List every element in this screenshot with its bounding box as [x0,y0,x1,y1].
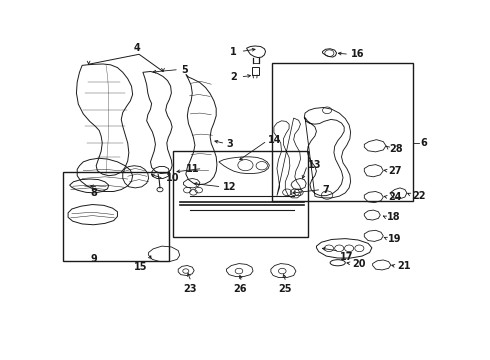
Text: 20: 20 [352,258,366,269]
Text: 21: 21 [397,261,411,271]
Text: 26: 26 [234,284,247,294]
Text: 5: 5 [181,64,188,75]
Text: 22: 22 [412,191,426,201]
Text: 14: 14 [268,135,282,145]
Text: 7: 7 [322,185,329,194]
Text: 28: 28 [390,144,403,153]
Text: 3: 3 [227,139,234,149]
Text: 2: 2 [230,72,237,82]
Bar [173,151,308,237]
Bar [272,63,413,201]
Text: 10: 10 [166,174,179,184]
Text: 1: 1 [230,46,237,57]
Text: 24: 24 [389,192,402,202]
Text: 8: 8 [91,188,98,198]
Text: 17: 17 [340,252,353,262]
Bar [252,67,259,75]
Bar [63,172,169,261]
Text: 16: 16 [351,49,364,59]
Text: 13: 13 [308,159,321,170]
Text: 4: 4 [134,43,141,53]
Text: 6: 6 [420,138,427,148]
Text: 11: 11 [186,164,199,174]
Text: 25: 25 [278,284,292,294]
Text: 19: 19 [388,234,401,244]
Text: 27: 27 [389,166,402,176]
Text: 23: 23 [184,284,197,294]
Text: 12: 12 [222,183,236,192]
Text: 9: 9 [90,254,97,264]
Text: 15: 15 [134,262,148,272]
Text: 18: 18 [387,212,401,222]
